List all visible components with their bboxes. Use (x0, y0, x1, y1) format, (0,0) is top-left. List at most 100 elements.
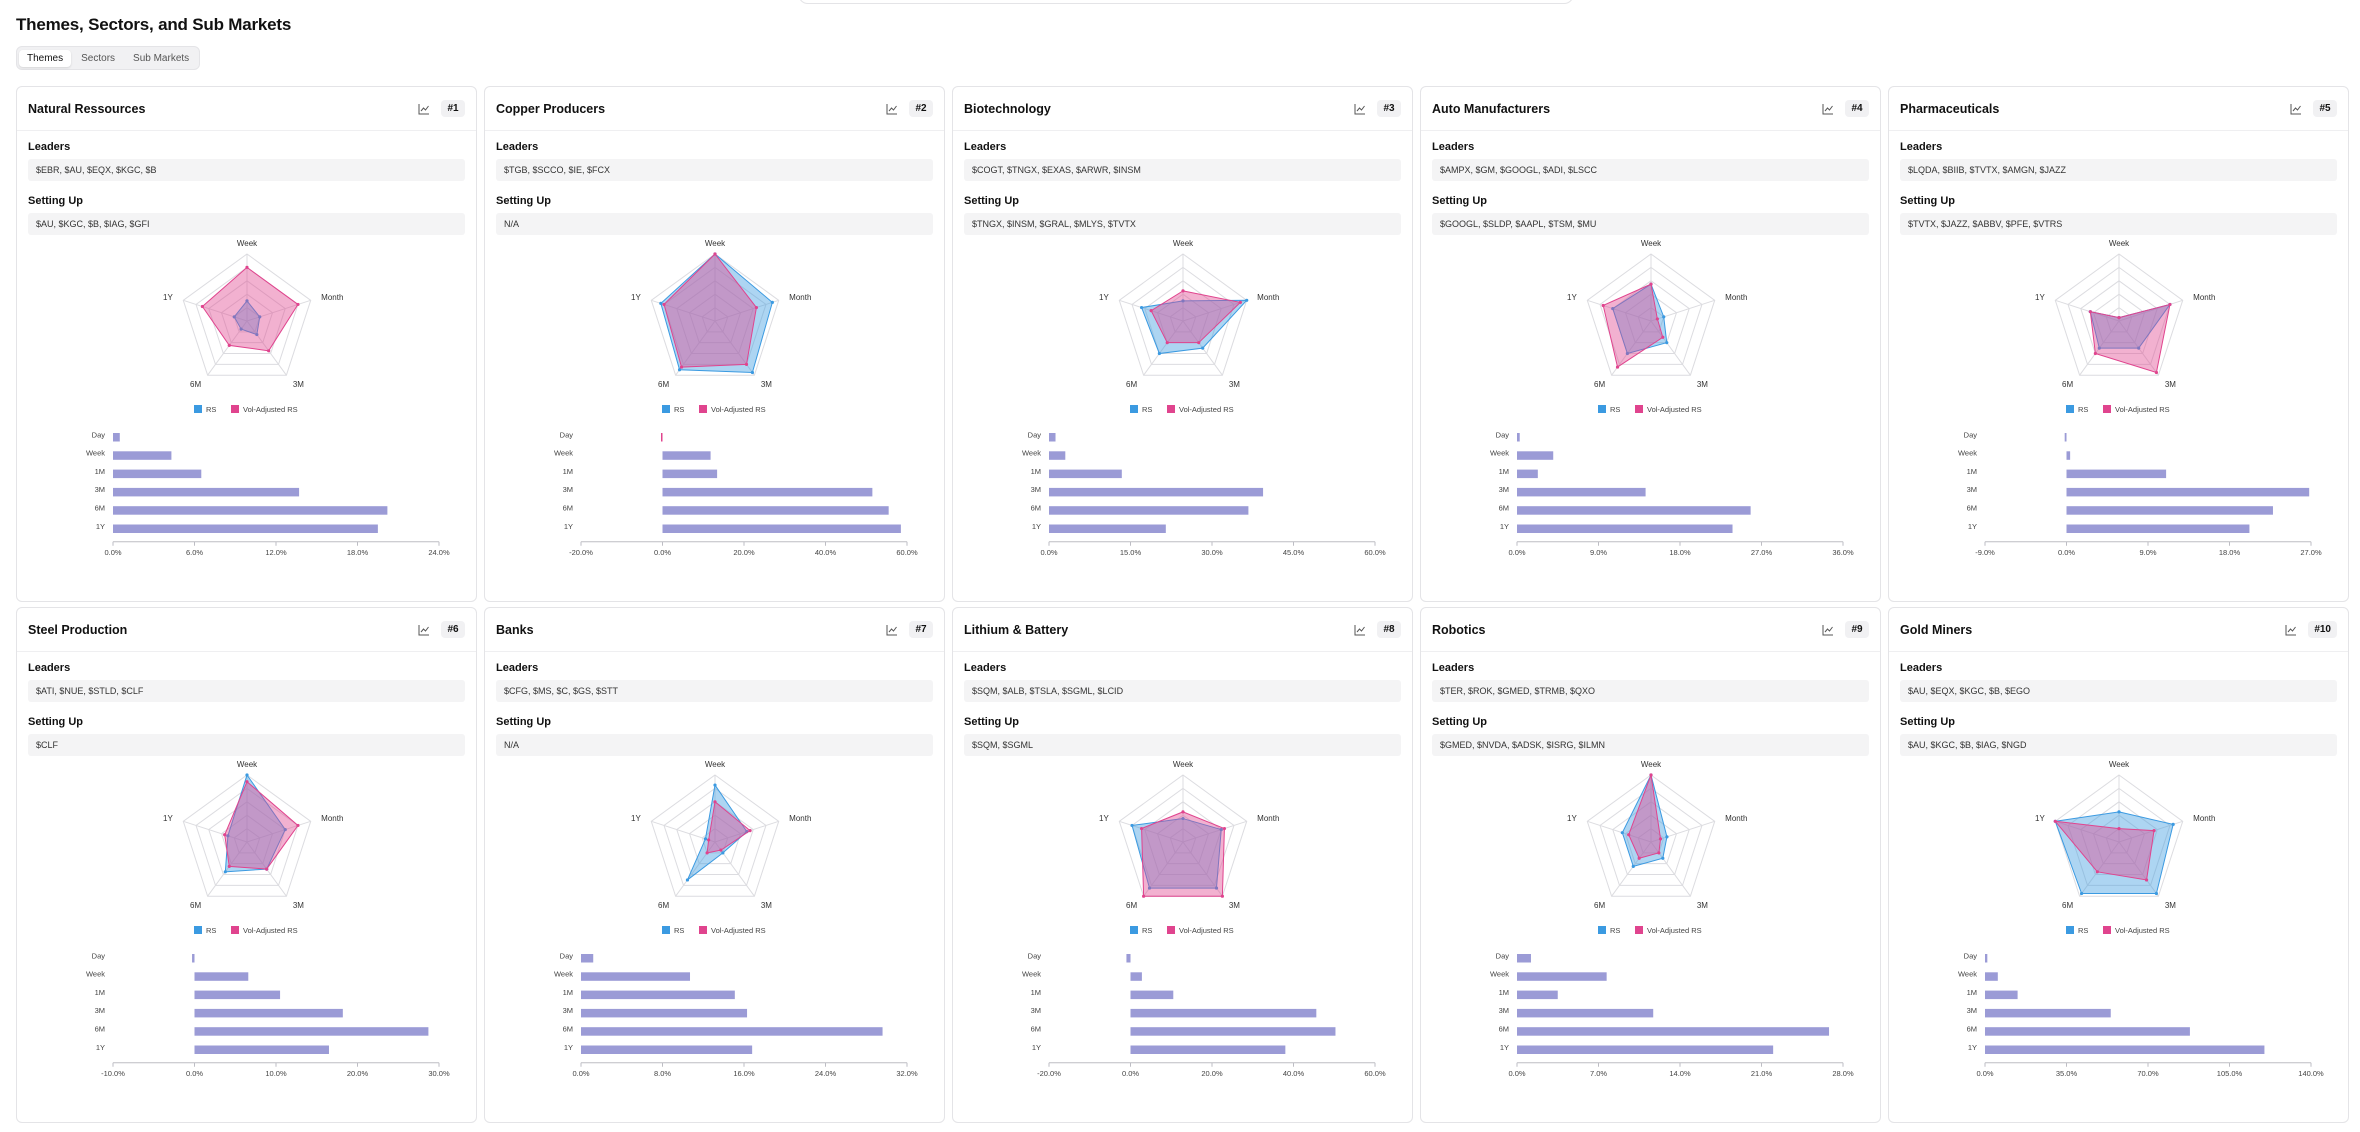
bar (1130, 1008, 1317, 1018)
global-search-bar[interactable] (798, 0, 1574, 4)
radar-point-rs (1244, 298, 1248, 302)
radar-spoke (182, 820, 247, 843)
line-chart-icon (1354, 624, 1365, 635)
line-chart-icon (1822, 103, 1833, 114)
radar-axis-label: 1Y (163, 293, 173, 302)
radar-series-rs (2054, 811, 2174, 894)
radar-point-vol (2154, 370, 2158, 375)
legend-swatch-rs (193, 405, 202, 413)
bar-axis-tick-label: 6.0% (186, 548, 203, 556)
radar-series-rs (1130, 818, 1222, 889)
bar-category-label: 6M (95, 1024, 105, 1033)
radar-point-vol (200, 304, 204, 309)
leaders-tickers: $LQDA, $BIIB, $TVTX, $AMGN, $JAZZ (1900, 159, 2337, 181)
bar (1130, 1045, 1286, 1054)
legend-swatch-vol-rs (230, 926, 239, 934)
radar-grid-ring (2079, 280, 2158, 355)
radar-axis-label: 6M (190, 380, 201, 389)
chart-icon-button[interactable] (2287, 100, 2305, 118)
radar-point-vol (712, 800, 717, 804)
radar-point-rs (1620, 831, 1624, 835)
bar (581, 972, 691, 981)
bar (662, 524, 901, 533)
bar (662, 487, 873, 497)
radar-legend: RS Vol-Adjusted RS (1597, 405, 1701, 414)
radar-grid-ring (2066, 266, 2171, 365)
chart-icon-button[interactable] (1351, 621, 1369, 639)
bar (2066, 451, 2071, 460)
legend-swatch-rs (193, 926, 202, 934)
card-title: Gold Miners (1900, 622, 1973, 637)
setting-up-label: Setting Up (1432, 716, 1487, 728)
radar-point-rs (244, 299, 249, 303)
radar-point-rs (283, 827, 287, 832)
legend-label-vol-rs: Vol-Adjusted RS (243, 405, 298, 414)
legend-swatch-rs (1597, 926, 1606, 934)
bar-axis-tick-label: 30.0% (1201, 548, 1223, 556)
tab-themes[interactable]: Themes (19, 49, 72, 67)
radar-point-rs (1180, 299, 1185, 303)
bar-axis-tick-label: 60.0% (1364, 548, 1386, 556)
radar-grid-ring (1130, 787, 1235, 886)
radar-chart: Week Month 3M 6M 1Y RS Vol-Adjusted RS (1567, 760, 1747, 935)
radar-axis-label: Month (789, 293, 811, 302)
bar-category-label: 1Y (564, 1043, 573, 1052)
radar-axis-label: Week (236, 760, 257, 769)
radar-point-vol (266, 349, 270, 353)
radar-grid-ring (233, 306, 260, 333)
radar-legend: RS Vol-Adjusted RS (661, 926, 765, 935)
bar (581, 954, 594, 963)
chart-icon-button[interactable] (415, 621, 433, 639)
rank-badge: #10 (2308, 621, 2337, 638)
bar (2066, 487, 2310, 497)
setting-up-label: Setting Up (1432, 195, 1487, 207)
chart-icon-button[interactable] (883, 100, 901, 118)
radar-grid-ring (2066, 787, 2171, 886)
legend-label-rs: RS (674, 405, 684, 414)
bar-category-label: 1M (1499, 988, 1509, 997)
theme-card: Natural Ressources #1 Leaders $EBR, $AU, $E… (16, 86, 477, 602)
theme-card: Copper Producers #2 Leaders $TGB, $SCCO, $I… (484, 86, 945, 602)
bar-chart: Day Week 1M 3M 6M 1Y -20.0% 0.0% 20.0% 40.0% 60.0% (1022, 951, 1386, 1077)
radar-grid-ring (650, 774, 779, 897)
radar-chart: Week Month 3M 6M 1Y RS Vol-Adjusted RS (631, 760, 811, 935)
radar-grid-ring (182, 253, 311, 376)
tab-sectors[interactable]: Sectors (81, 52, 116, 64)
radar-point-vol (1660, 335, 1664, 339)
chart-icon-button[interactable] (1351, 100, 1369, 118)
bar-category-label: Week (1958, 449, 1977, 458)
bar-category-label: 1M (95, 988, 105, 997)
bar (1517, 451, 1554, 460)
bar-category-label: 1Y (96, 522, 105, 531)
radar-point-rs (254, 332, 258, 337)
radar-axis-label: 6M (658, 380, 669, 389)
bar-axis-tick-label: 60.0% (896, 548, 918, 556)
legend-label-vol-rs: Vol-Adjusted RS (2115, 405, 2170, 414)
bar-category-label: Day (1028, 430, 1042, 439)
radar-axis-label: 1Y (631, 293, 641, 302)
radar-point-rs (1660, 856, 1664, 860)
line-chart-icon (2285, 624, 2297, 635)
card-header: Auto Manufacturers #4 (1421, 87, 1880, 131)
legend-label-rs: RS (1142, 926, 1152, 935)
chart-icon-button[interactable] (1819, 621, 1837, 639)
radar-axis-label: 1Y (631, 814, 641, 823)
legend-swatch-vol-rs (1166, 926, 1175, 934)
card-header: Banks #7 (485, 608, 944, 652)
bar (1126, 954, 1131, 963)
chart-icon-button[interactable] (883, 621, 901, 639)
chart-icon-button[interactable] (2282, 621, 2300, 639)
radar-legend: RS Vol-Adjusted RS (661, 405, 765, 414)
radar-spoke (206, 841, 247, 897)
bar-category-label: 1M (563, 988, 573, 997)
leaders-label: Leaders (28, 141, 71, 153)
chart-icon-button[interactable] (415, 100, 433, 118)
bar-category-label: Week (1490, 449, 1509, 458)
chart-icon-button[interactable] (1819, 100, 1837, 118)
radar-legend: RS Vol-Adjusted RS (193, 405, 298, 414)
bar (662, 451, 711, 460)
tab-sub-markets[interactable]: Sub Markets (133, 52, 190, 64)
radar-spoke (246, 320, 287, 376)
radar-grid-ring (1169, 827, 1196, 854)
bar-category-label: Day (560, 951, 574, 960)
